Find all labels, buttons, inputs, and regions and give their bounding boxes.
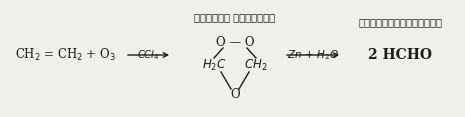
Text: CH$_2$ = CH$_2$ + O$_3$: CH$_2$ = CH$_2$ + O$_3$ [14, 47, 115, 63]
Text: $H_2C$: $H_2C$ [202, 57, 226, 73]
Text: CCl$_4$: CCl$_4$ [137, 48, 159, 62]
Text: फॉर्मिल्डिहाइड: फॉर्मिल्डिहाइड [358, 17, 442, 27]
Text: O — O: O — O [216, 35, 254, 49]
Text: O: O [230, 88, 240, 102]
Text: 2 HCHO: 2 HCHO [368, 48, 432, 62]
Text: एथिलीन ओजोनाइड: एथिलीन ओजोनाइड [194, 12, 276, 22]
Text: $CH_2$: $CH_2$ [244, 57, 268, 73]
Text: Zn + H$_2$O: Zn + H$_2$O [287, 48, 339, 62]
